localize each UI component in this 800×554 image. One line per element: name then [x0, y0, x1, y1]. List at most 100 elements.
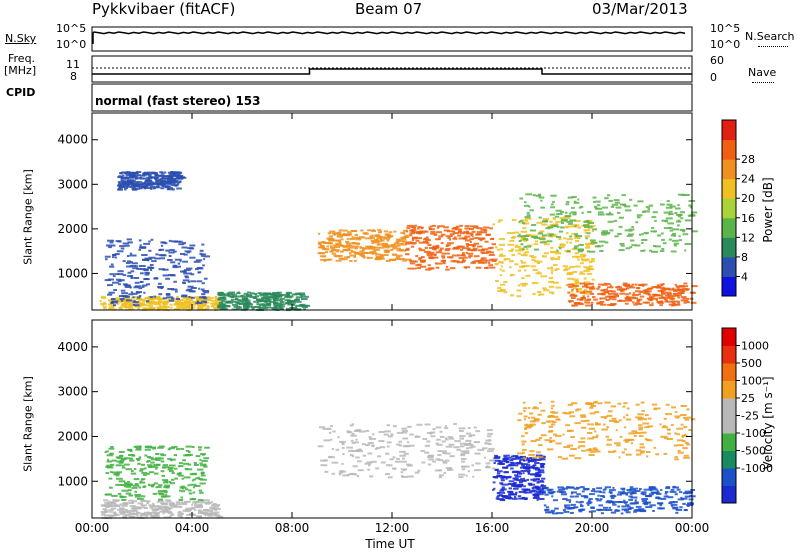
- echo-cell: [182, 281, 186, 284]
- echo-cell: [488, 443, 492, 446]
- echo-cell: [270, 296, 275, 299]
- echo-cell: [522, 472, 525, 475]
- echo-cell: [469, 238, 474, 241]
- echo-cell: [369, 475, 374, 478]
- echo-cell: [195, 515, 202, 518]
- echo-cell: [587, 226, 593, 229]
- echo-cell: [467, 470, 470, 473]
- echo-cell: [689, 206, 692, 209]
- echo-cell: [516, 457, 521, 460]
- echo-cell: [610, 405, 616, 408]
- echo-cell: [602, 488, 606, 491]
- echo-cell: [426, 254, 433, 257]
- velocity-echo-region: [492, 454, 548, 502]
- echo-cell: [461, 468, 466, 471]
- echo-cell: [354, 247, 358, 250]
- echo-cell: [501, 476, 508, 478]
- echo-cell: [529, 255, 534, 257]
- echo-cell: [129, 459, 135, 462]
- echo-cell: [140, 280, 144, 283]
- echo-cell: [459, 437, 464, 440]
- echo-cell: [483, 229, 488, 232]
- echo-cell: [406, 224, 414, 227]
- echo-cell: [497, 287, 502, 289]
- echo-cell: [277, 299, 284, 302]
- echo-cell: [194, 508, 197, 511]
- echo-cell: [595, 423, 600, 426]
- echo-cell: [672, 507, 677, 510]
- echo-cell: [336, 244, 343, 246]
- echo-cell: [497, 220, 501, 223]
- echo-cell: [571, 304, 576, 307]
- echo-cell: [390, 245, 398, 248]
- echo-cell: [349, 472, 355, 475]
- echo-cell: [567, 272, 574, 275]
- echo-cell: [567, 277, 574, 280]
- echo-cell: [670, 234, 675, 237]
- echo-cell: [366, 256, 369, 259]
- echo-cell: [536, 498, 539, 501]
- echo-cell: [508, 250, 514, 252]
- echo-cell: [580, 262, 584, 265]
- echo-cell: [639, 450, 646, 453]
- echo-cell: [665, 413, 672, 416]
- echo-cell: [176, 182, 180, 185]
- echo-cell: [154, 509, 159, 512]
- echo-cell: [120, 179, 124, 182]
- echo-cell: [110, 507, 117, 510]
- echo-cell: [147, 464, 153, 467]
- echo-cell: [575, 282, 581, 285]
- echo-cell: [661, 248, 665, 250]
- echo-cell: [141, 246, 147, 249]
- echo-cell: [668, 213, 671, 216]
- echo-cell: [133, 286, 139, 289]
- echo-cell: [167, 175, 171, 178]
- echo-cell: [531, 282, 539, 285]
- echo-cell: [498, 261, 504, 264]
- echo-cell: [114, 504, 119, 507]
- echo-cell: [465, 450, 470, 453]
- echo-cell: [523, 485, 526, 488]
- echo-cell: [117, 280, 122, 283]
- echo-cell: [538, 454, 543, 457]
- echo-cell: [152, 502, 155, 505]
- echo-cell: [369, 442, 374, 444]
- echo-cell: [502, 466, 508, 469]
- echo-cell: [561, 457, 567, 460]
- echo-cell: [602, 283, 608, 286]
- echo-cell: [201, 459, 208, 462]
- echo-cell: [629, 489, 637, 492]
- echo-cell: [660, 497, 667, 500]
- echo-cell: [669, 298, 674, 301]
- echo-cell: [358, 430, 366, 433]
- echo-cell: [138, 456, 142, 459]
- echo-cell: [213, 306, 218, 309]
- echo-cell: [465, 443, 472, 445]
- echo-cell: [579, 244, 584, 246]
- echo-cell: [540, 206, 545, 209]
- echo-cell: [677, 286, 680, 289]
- echo-cell: [250, 306, 256, 309]
- power-colorbar-frame: [721, 119, 737, 297]
- echo-cell: [432, 245, 438, 248]
- echo-cell: [631, 294, 639, 296]
- echo-cell: [521, 277, 525, 279]
- echo-cell: [567, 283, 572, 286]
- echo-cell: [287, 303, 295, 306]
- echo-cell: [396, 254, 403, 257]
- echo-cell: [683, 416, 688, 419]
- echo-cell: [595, 450, 601, 453]
- echo-cell: [549, 436, 552, 439]
- echo-cell: [589, 239, 596, 242]
- echo-cell: [520, 491, 525, 494]
- echo-cell: [488, 264, 494, 267]
- echo-cell: [165, 493, 168, 496]
- echo-cell: [116, 471, 122, 474]
- echo-cell: [627, 299, 632, 302]
- echo-cell: [368, 247, 375, 250]
- echo-cell: [462, 252, 465, 255]
- echo-cell: [115, 474, 120, 477]
- echo-cell: [512, 464, 516, 467]
- echo-cell: [624, 438, 632, 441]
- echo-cell: [175, 501, 180, 504]
